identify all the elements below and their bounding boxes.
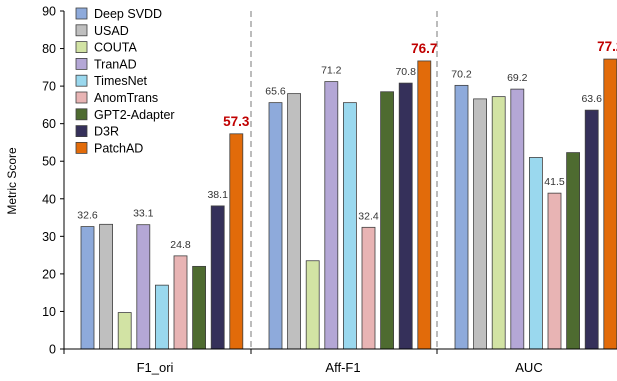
legend-swatch [75, 24, 88, 37]
y-tick-label: 50 [42, 155, 56, 169]
legend-swatch [75, 7, 88, 20]
y-tick-label: 40 [42, 192, 56, 206]
y-tick-label: 20 [42, 267, 56, 281]
data-labels: 32.6 65.6 70.2 33.1 71.2 69.2 24.8 32.4 41.5 38.1… [77, 39, 617, 251]
legend-label: AnomTrans [94, 91, 158, 105]
data-label: 71.2 [321, 65, 342, 77]
legend-label: D3R [94, 125, 119, 139]
bar-anomtrans-aff-f1 [361, 226, 376, 350]
legend-label: PatchAD [94, 141, 143, 155]
legend-swatch [75, 58, 88, 70]
bar-patchad-auc [603, 58, 617, 350]
bar-tranad-auc [510, 88, 525, 350]
bar-anomtrans-f1-ori [173, 255, 188, 350]
data-label: 57.3 [223, 114, 250, 129]
y-tick-label: 30 [42, 230, 56, 244]
bar-couta-auc [491, 96, 506, 350]
bar-d3r-f1-ori [210, 205, 225, 350]
legend-swatch [75, 108, 88, 121]
legend-label: USAD [94, 24, 129, 38]
x-category-label: F1_ori [137, 360, 174, 375]
y-tick-label: 10 [42, 305, 56, 319]
bar-d3r-auc [584, 109, 599, 350]
bar-timesnet-aff-f1 [342, 102, 357, 350]
bar-anomtrans-auc [547, 192, 562, 350]
axes: Metric Score 0 10 20 30 40 50 60 70 80 90 F1_ori Af… [5, 5, 617, 375]
data-label: 32.6 [77, 210, 98, 222]
y-tick-label: 80 [42, 42, 56, 56]
bar-couta-aff-f1 [305, 260, 320, 350]
data-label: 32.4 [358, 210, 379, 222]
legend: Deep SVDD USAD COUTA TranAD TimesNet AnomTran… [75, 7, 175, 155]
data-label: 77.2 [597, 39, 617, 54]
bars [80, 58, 617, 350]
bar-deep-svdd-aff-f1 [268, 102, 283, 350]
bar-patchad-f1-ori [229, 133, 244, 350]
bar-tranad-f1-ori [136, 224, 151, 350]
data-label: 33.1 [133, 208, 154, 220]
data-label: 41.5 [544, 176, 565, 188]
separators [250, 11, 438, 349]
y-tick-label: 90 [42, 5, 56, 19]
legend-swatch [75, 91, 88, 104]
bar-gpt2-adapter-aff-f1 [380, 91, 395, 350]
bar-couta-f1-ori [117, 312, 132, 350]
bar-timesnet-f1-ori [154, 284, 169, 350]
legend-swatch [75, 125, 88, 137]
x-category-label: AUC [515, 360, 542, 375]
bar-tranad-aff-f1 [324, 81, 339, 350]
bar-d3r-aff-f1 [398, 82, 413, 350]
y-axis-title: Metric Score [5, 147, 19, 215]
data-label: 76.7 [411, 41, 437, 56]
legend-swatch [75, 141, 88, 154]
bar-gpt2-adapter-f1-ori [192, 265, 207, 350]
data-label: 38.1 [207, 189, 228, 201]
legend-label: Deep SVDD [94, 7, 162, 21]
bar-usad-aff-f1 [287, 93, 302, 350]
bar-deep-svdd-f1-ori [80, 226, 95, 350]
data-label: 70.2 [451, 68, 472, 80]
x-category-label: Aff-F1 [325, 360, 360, 375]
legend-label: COUTA [94, 41, 137, 55]
data-label: 70.8 [395, 66, 416, 78]
legend-label: TranAD [94, 57, 137, 71]
bar-gpt2-adapter-auc [566, 152, 580, 350]
y-tick-label: 0 [49, 343, 56, 357]
y-tick-label: 60 [42, 117, 56, 131]
legend-label: GPT2-Adapter [94, 108, 175, 122]
data-label: 69.2 [507, 72, 528, 84]
y-tick-label: 70 [42, 80, 56, 94]
bar-timesnet-auc [529, 157, 543, 350]
bar-usad-f1-ori [99, 223, 113, 350]
data-label: 63.6 [581, 93, 602, 105]
bar-usad-auc [473, 98, 488, 350]
data-label: 65.6 [265, 86, 286, 98]
bar-patchad-aff-f1 [417, 60, 432, 350]
bar-deep-svdd-auc [454, 84, 469, 350]
legend-swatch [75, 41, 88, 53]
legend-swatch [75, 74, 88, 87]
legend-label: TimesNet [94, 74, 148, 88]
data-label: 24.8 [170, 239, 191, 251]
